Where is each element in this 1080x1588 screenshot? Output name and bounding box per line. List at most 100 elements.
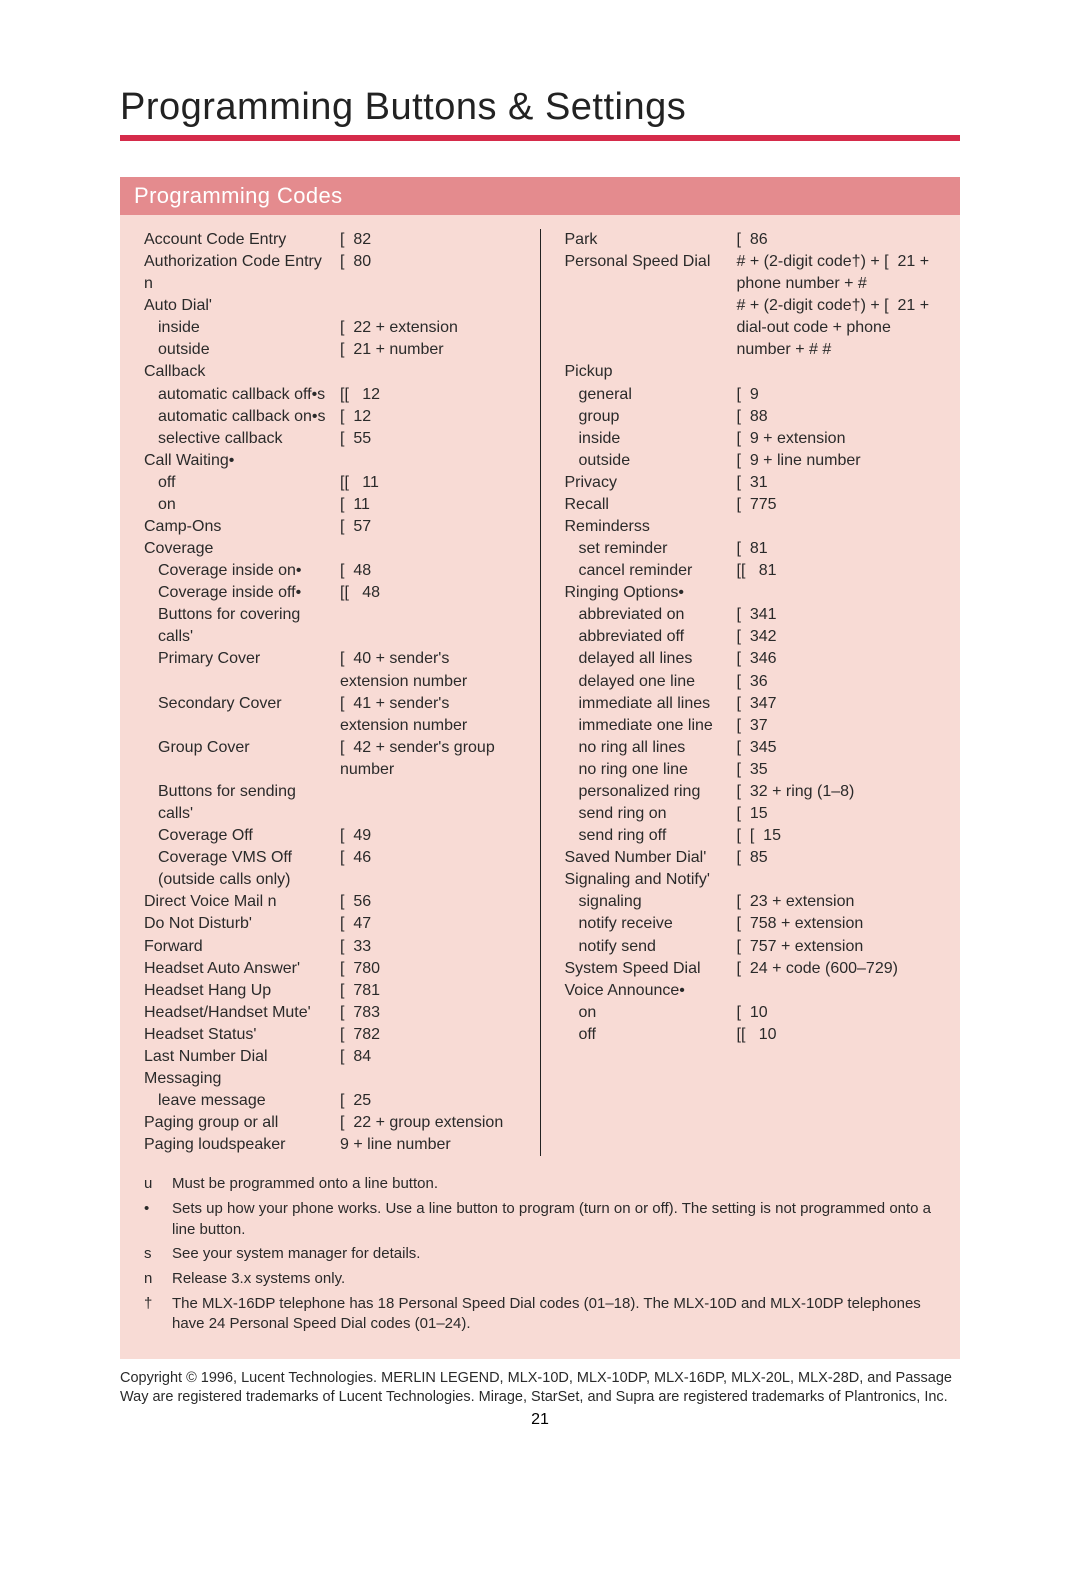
code-label: immediate one line	[565, 715, 737, 737]
code-label: Authorization Code Entry n	[144, 251, 340, 295]
code-row: Headset Hang Up[ 781	[144, 980, 516, 1002]
code-label: Account Code Entry	[144, 229, 340, 251]
column-divider	[540, 229, 541, 1156]
code-label: Buttons for covering calls'	[144, 604, 340, 648]
code-label: Auto Dial'	[144, 295, 340, 317]
code-row: outside[ 21 + number	[144, 339, 516, 361]
code-value: [[ 81	[737, 560, 937, 582]
code-value: [ 88	[737, 406, 937, 428]
code-row: Primary Cover[ 40 + sender's extension n…	[144, 648, 516, 692]
code-row: System Speed Dial[ 24 + code (600–729)	[565, 958, 937, 980]
right-column: Park[ 86Personal Speed Dial# + (2-digit …	[565, 229, 937, 1156]
code-label: Coverage VMS Off	[144, 847, 340, 869]
code-label: Park	[565, 229, 737, 251]
code-label: Camp-Ons	[144, 516, 340, 538]
code-label: immediate all lines	[565, 693, 737, 715]
code-label: Voice Announce•	[565, 980, 737, 1002]
code-row: Park[ 86	[565, 229, 937, 251]
code-row: Reminderss	[565, 516, 937, 538]
code-row: off[[ 11	[144, 472, 516, 494]
code-row: Do Not Disturb'[ 47	[144, 913, 516, 935]
code-row: Paging group or all[ 22 + group extensio…	[144, 1112, 516, 1134]
footnote-row: sSee your system manager for details.	[144, 1244, 936, 1265]
code-value: [ 757 + extension	[737, 936, 937, 958]
code-label: Do Not Disturb'	[144, 913, 340, 935]
code-label: Paging loudspeaker	[144, 1134, 340, 1156]
code-label: no ring one line	[565, 759, 737, 781]
code-value: [[ 48	[340, 582, 516, 604]
footnote-marker: s	[144, 1244, 172, 1265]
code-value: [ 33	[340, 936, 516, 958]
code-row: Coverage inside on•[ 48	[144, 560, 516, 582]
code-row: Pickup	[565, 361, 937, 383]
code-value: [ 758 + extension	[737, 913, 937, 935]
code-value: [ 86	[737, 229, 937, 251]
code-value: [ 47	[340, 913, 516, 935]
code-value: [ 23 + extension	[737, 891, 937, 913]
code-label: Last Number Dial	[144, 1046, 340, 1068]
code-row: (outside calls only)	[144, 869, 516, 891]
code-label: Callback	[144, 361, 340, 383]
code-row: no ring all lines[ 345	[565, 737, 937, 759]
codes-panel: Account Code Entry[ 82Authorization Code…	[120, 215, 960, 1359]
code-row: inside[ 22 + extension	[144, 317, 516, 339]
code-label: no ring all lines	[565, 737, 737, 759]
code-value: [ 9 + line number	[737, 450, 937, 472]
code-label: notify receive	[565, 913, 737, 935]
code-value	[340, 361, 516, 383]
code-row: notify receive[ 758 + extension	[565, 913, 937, 935]
code-row: Group Cover[ 42 + sender's group number	[144, 737, 516, 781]
code-label: Group Cover	[144, 737, 340, 781]
footnote-row: nRelease 3.x systems only.	[144, 1269, 936, 1290]
code-value: [ 10	[737, 1002, 937, 1024]
code-row: Paging loudspeaker9 + line number	[144, 1134, 516, 1156]
code-value: [ 341	[737, 604, 937, 626]
code-row: Authorization Code Entry n[ 80	[144, 251, 516, 295]
code-value	[737, 361, 937, 383]
code-value: [ 11	[340, 494, 516, 516]
code-label: leave message	[144, 1090, 340, 1112]
code-row: Headset Status'[ 782	[144, 1024, 516, 1046]
code-row: Last Number Dial[ 84	[144, 1046, 516, 1068]
code-value: [[ 12	[340, 384, 516, 406]
code-label: Primary Cover	[144, 648, 340, 692]
code-label: Headset/Handset Mute'	[144, 1002, 340, 1024]
code-row: immediate all lines[ 347	[565, 693, 937, 715]
code-row: delayed one line[ 36	[565, 671, 937, 693]
code-value: [ 56	[340, 891, 516, 913]
footnotes: uMust be programmed onto a line button.•…	[144, 1174, 936, 1335]
code-value: [ 24 + code (600–729)	[737, 958, 937, 980]
code-value: [ 782	[340, 1024, 516, 1046]
code-row: Buttons for sending calls'	[144, 781, 516, 825]
code-value: [ 780	[340, 958, 516, 980]
code-row: Signaling and Notify'	[565, 869, 937, 891]
code-value: [ 22 + group extension	[340, 1112, 516, 1134]
code-value: [ 81	[737, 538, 937, 560]
code-row: signaling[ 23 + extension	[565, 891, 937, 913]
code-label: Messaging	[144, 1068, 340, 1090]
code-value	[737, 980, 937, 1002]
left-column: Account Code Entry[ 82Authorization Code…	[144, 229, 516, 1156]
code-label: outside	[565, 450, 737, 472]
code-row: Recall[ 775	[565, 494, 937, 516]
code-label: Ringing Options•	[565, 582, 737, 604]
page-title: Programming Buttons & Settings	[120, 86, 960, 141]
code-label: Recall	[565, 494, 737, 516]
code-value: [ 85	[737, 847, 937, 869]
code-label: Direct Voice Mail n	[144, 891, 340, 913]
code-row: selective callback[ 55	[144, 428, 516, 450]
code-row: personalized ring[ 32 + ring (1–8)	[565, 781, 937, 803]
code-value: [ 46	[340, 847, 516, 869]
code-label: send ring off	[565, 825, 737, 847]
code-label: on	[565, 1002, 737, 1024]
code-row: immediate one line[ 37	[565, 715, 937, 737]
code-row: Auto Dial'	[144, 295, 516, 317]
code-value: [ 40 + sender's extension number	[340, 648, 516, 692]
footnote-row: †The MLX-16DP telephone has 18 Personal …	[144, 1294, 936, 1335]
code-label: Secondary Cover	[144, 693, 340, 737]
code-value: [ 48	[340, 560, 516, 582]
code-label: inside	[565, 428, 737, 450]
code-value: [ 55	[340, 428, 516, 450]
code-label: cancel reminder	[565, 560, 737, 582]
code-value: [ 783	[340, 1002, 516, 1024]
